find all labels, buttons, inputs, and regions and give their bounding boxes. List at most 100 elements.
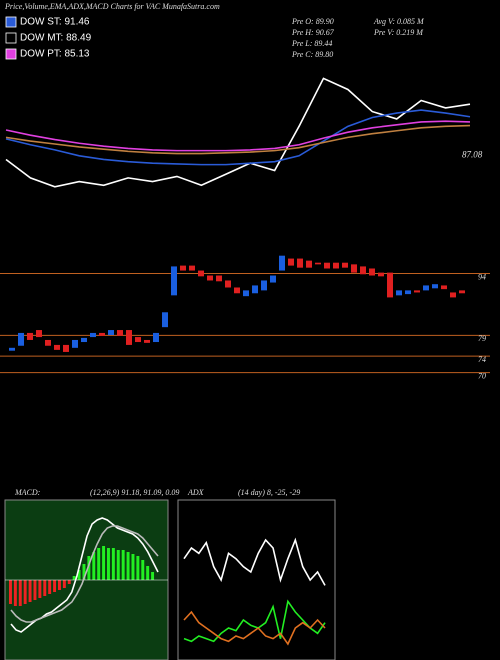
histogram-bar xyxy=(111,548,115,580)
histogram-bar xyxy=(72,576,76,580)
candle xyxy=(27,332,33,340)
histogram-bar xyxy=(141,560,145,580)
legend-swatch xyxy=(5,48,17,60)
candle xyxy=(90,332,96,338)
candle xyxy=(198,270,204,277)
histogram-bar xyxy=(87,556,91,580)
candle xyxy=(297,258,303,268)
histogram-bar xyxy=(102,546,106,580)
series-line xyxy=(183,599,326,643)
candle xyxy=(72,339,78,348)
legend-swatch xyxy=(5,32,17,44)
candle xyxy=(324,262,330,269)
candle xyxy=(171,266,177,296)
histogram-bar xyxy=(48,580,52,594)
candle xyxy=(54,344,60,350)
candle xyxy=(360,266,366,275)
candle xyxy=(378,272,384,277)
candle xyxy=(279,255,285,271)
candle xyxy=(189,265,195,271)
candle xyxy=(144,339,150,343)
candle xyxy=(333,262,339,269)
candle xyxy=(351,264,357,273)
histogram-bar xyxy=(126,552,130,580)
histogram-bar xyxy=(107,548,110,580)
histogram-bar xyxy=(146,566,150,580)
candle xyxy=(36,330,42,338)
histogram-bar xyxy=(38,580,42,598)
candle xyxy=(63,344,69,352)
histogram-bar xyxy=(28,580,32,602)
info-text: Pre V: 0.219 M xyxy=(373,28,424,37)
legend-label: DOW ST: 91.46 xyxy=(20,17,90,28)
legend-swatch xyxy=(5,16,17,28)
histogram-bar xyxy=(151,572,155,580)
histogram-bar xyxy=(82,564,86,580)
candle xyxy=(270,275,276,283)
candle xyxy=(414,290,420,293)
candle xyxy=(99,332,105,336)
panel-bg xyxy=(177,499,336,660)
histogram-bar xyxy=(136,556,140,580)
histogram-bar xyxy=(53,580,57,592)
histogram-bar xyxy=(18,580,22,606)
legend-label: DOW PT: 85.13 xyxy=(20,49,90,60)
candle xyxy=(135,337,141,343)
candle xyxy=(216,275,222,282)
histogram-bar xyxy=(121,550,125,580)
candle xyxy=(288,258,294,266)
series-line xyxy=(5,120,471,152)
candle xyxy=(432,284,438,289)
candle xyxy=(180,265,186,271)
candle xyxy=(423,285,429,291)
histogram-bar xyxy=(43,580,47,596)
y-tick-label: 70 xyxy=(478,371,486,380)
candle xyxy=(225,280,231,288)
candle xyxy=(306,260,312,268)
info-text: Pre C: 89.80 xyxy=(291,50,333,59)
candle xyxy=(117,330,123,336)
candle xyxy=(153,332,159,343)
series-line xyxy=(183,610,326,646)
candle xyxy=(252,285,258,294)
series-line xyxy=(5,124,471,155)
candle xyxy=(396,290,402,296)
histogram-bar xyxy=(92,552,96,580)
candle xyxy=(9,347,15,351)
series-line xyxy=(5,109,471,166)
candle xyxy=(45,339,51,346)
candle xyxy=(450,292,456,298)
y-tick-label: 79 xyxy=(478,334,486,343)
candle xyxy=(342,262,348,268)
series-line xyxy=(183,537,326,586)
legend-label: DOW MT: 88.49 xyxy=(20,33,92,44)
info-text: Pre L: 89.44 xyxy=(291,39,332,48)
panel-title: ADX xyxy=(187,488,205,497)
panel-subtitle: (12,26,9) 91.18, 91.09, 0.09 xyxy=(90,488,179,497)
histogram-bar xyxy=(23,580,27,604)
candle xyxy=(207,275,213,281)
histogram-bar xyxy=(62,580,66,588)
candle xyxy=(261,280,267,291)
histogram-bar xyxy=(58,580,61,590)
histogram-bar xyxy=(67,580,71,584)
histogram-bar xyxy=(33,580,37,600)
series-line xyxy=(10,525,159,623)
histogram-bar xyxy=(13,580,17,606)
series-line xyxy=(5,77,471,188)
candle xyxy=(126,330,132,345)
panel-title: MACD: xyxy=(14,488,41,497)
candle xyxy=(405,290,411,295)
y-tick-label: 74 xyxy=(478,355,486,364)
price-label: 87.08 xyxy=(462,149,483,159)
candle xyxy=(369,268,375,276)
candle xyxy=(243,290,249,297)
candle xyxy=(234,287,240,294)
candle xyxy=(315,262,321,265)
histogram-bar xyxy=(97,548,101,580)
histogram-bar xyxy=(131,554,135,580)
info-text: Avg V: 0.085 M xyxy=(373,17,425,26)
histogram-bar xyxy=(116,550,120,580)
candle xyxy=(18,332,24,346)
